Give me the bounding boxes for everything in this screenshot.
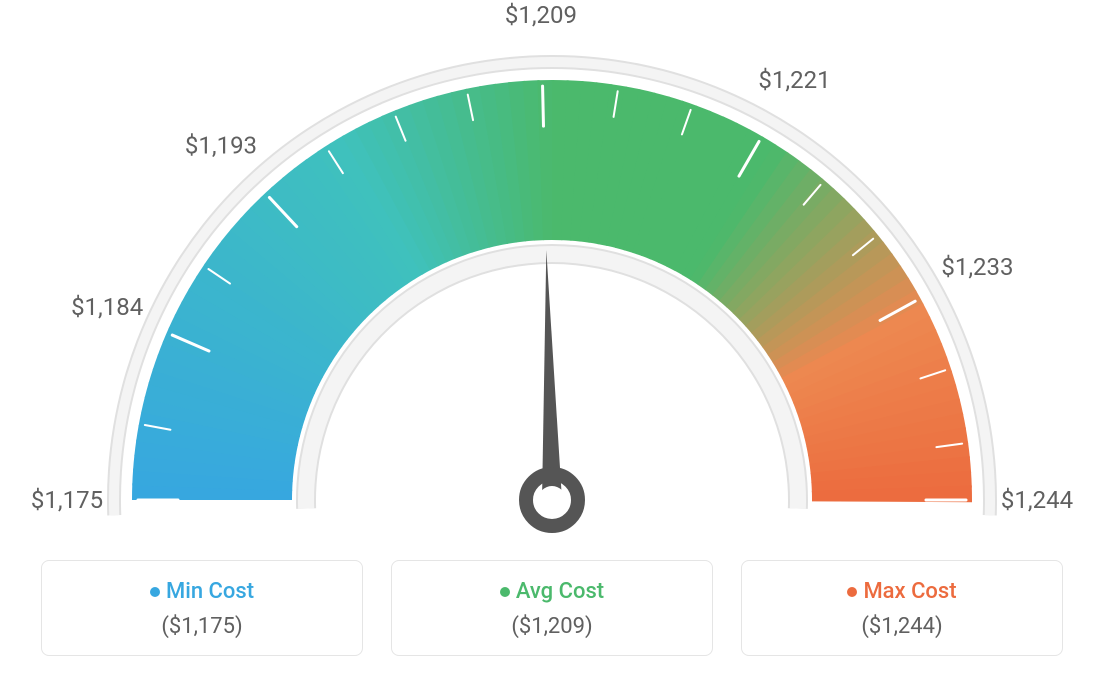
gauge-tick-label: $1,221 (758, 66, 830, 94)
gauge-tick-label: $1,244 (1001, 486, 1073, 514)
gauge-tick (543, 86, 544, 126)
legend-title: Min Cost (52, 579, 352, 604)
legend-dot-icon (150, 587, 160, 597)
legend-card: Max Cost ($1,244) (741, 560, 1063, 656)
legend-value: ($1,244) (752, 614, 1052, 639)
gauge-needle-hub-inner (538, 486, 566, 514)
gauge-tick-label: $1,193 (185, 132, 257, 160)
legend-title: Max Cost (752, 579, 1052, 604)
legend-title: Avg Cost (402, 579, 702, 604)
legend-title-text: Avg Cost (516, 579, 604, 604)
legend-dot-icon (500, 587, 510, 597)
legend-title-text: Max Cost (863, 579, 956, 604)
legend-card: Avg Cost ($1,209) (391, 560, 713, 656)
legend-value: ($1,175) (52, 614, 352, 639)
gauge-tick-label: $1,175 (31, 486, 103, 514)
legend-value: ($1,209) (402, 614, 702, 639)
gauge-tick-label: $1,209 (505, 1, 577, 29)
legend-card: Min Cost ($1,175) (41, 560, 363, 656)
legend-title-text: Min Cost (166, 579, 254, 604)
gauge-chart: $1,175 $1,184 $1,193 $1,209 $1,221 $1,233 $1,2… (0, 0, 1104, 690)
gauge-tick-label: $1,184 (71, 293, 143, 321)
legend-row: Min Cost ($1,175) Avg Cost ($1,209) Max Cost… (0, 560, 1104, 656)
gauge-needle (542, 250, 562, 500)
gauge-tick-label: $1,233 (941, 253, 1013, 281)
legend-dot-icon (847, 587, 857, 597)
